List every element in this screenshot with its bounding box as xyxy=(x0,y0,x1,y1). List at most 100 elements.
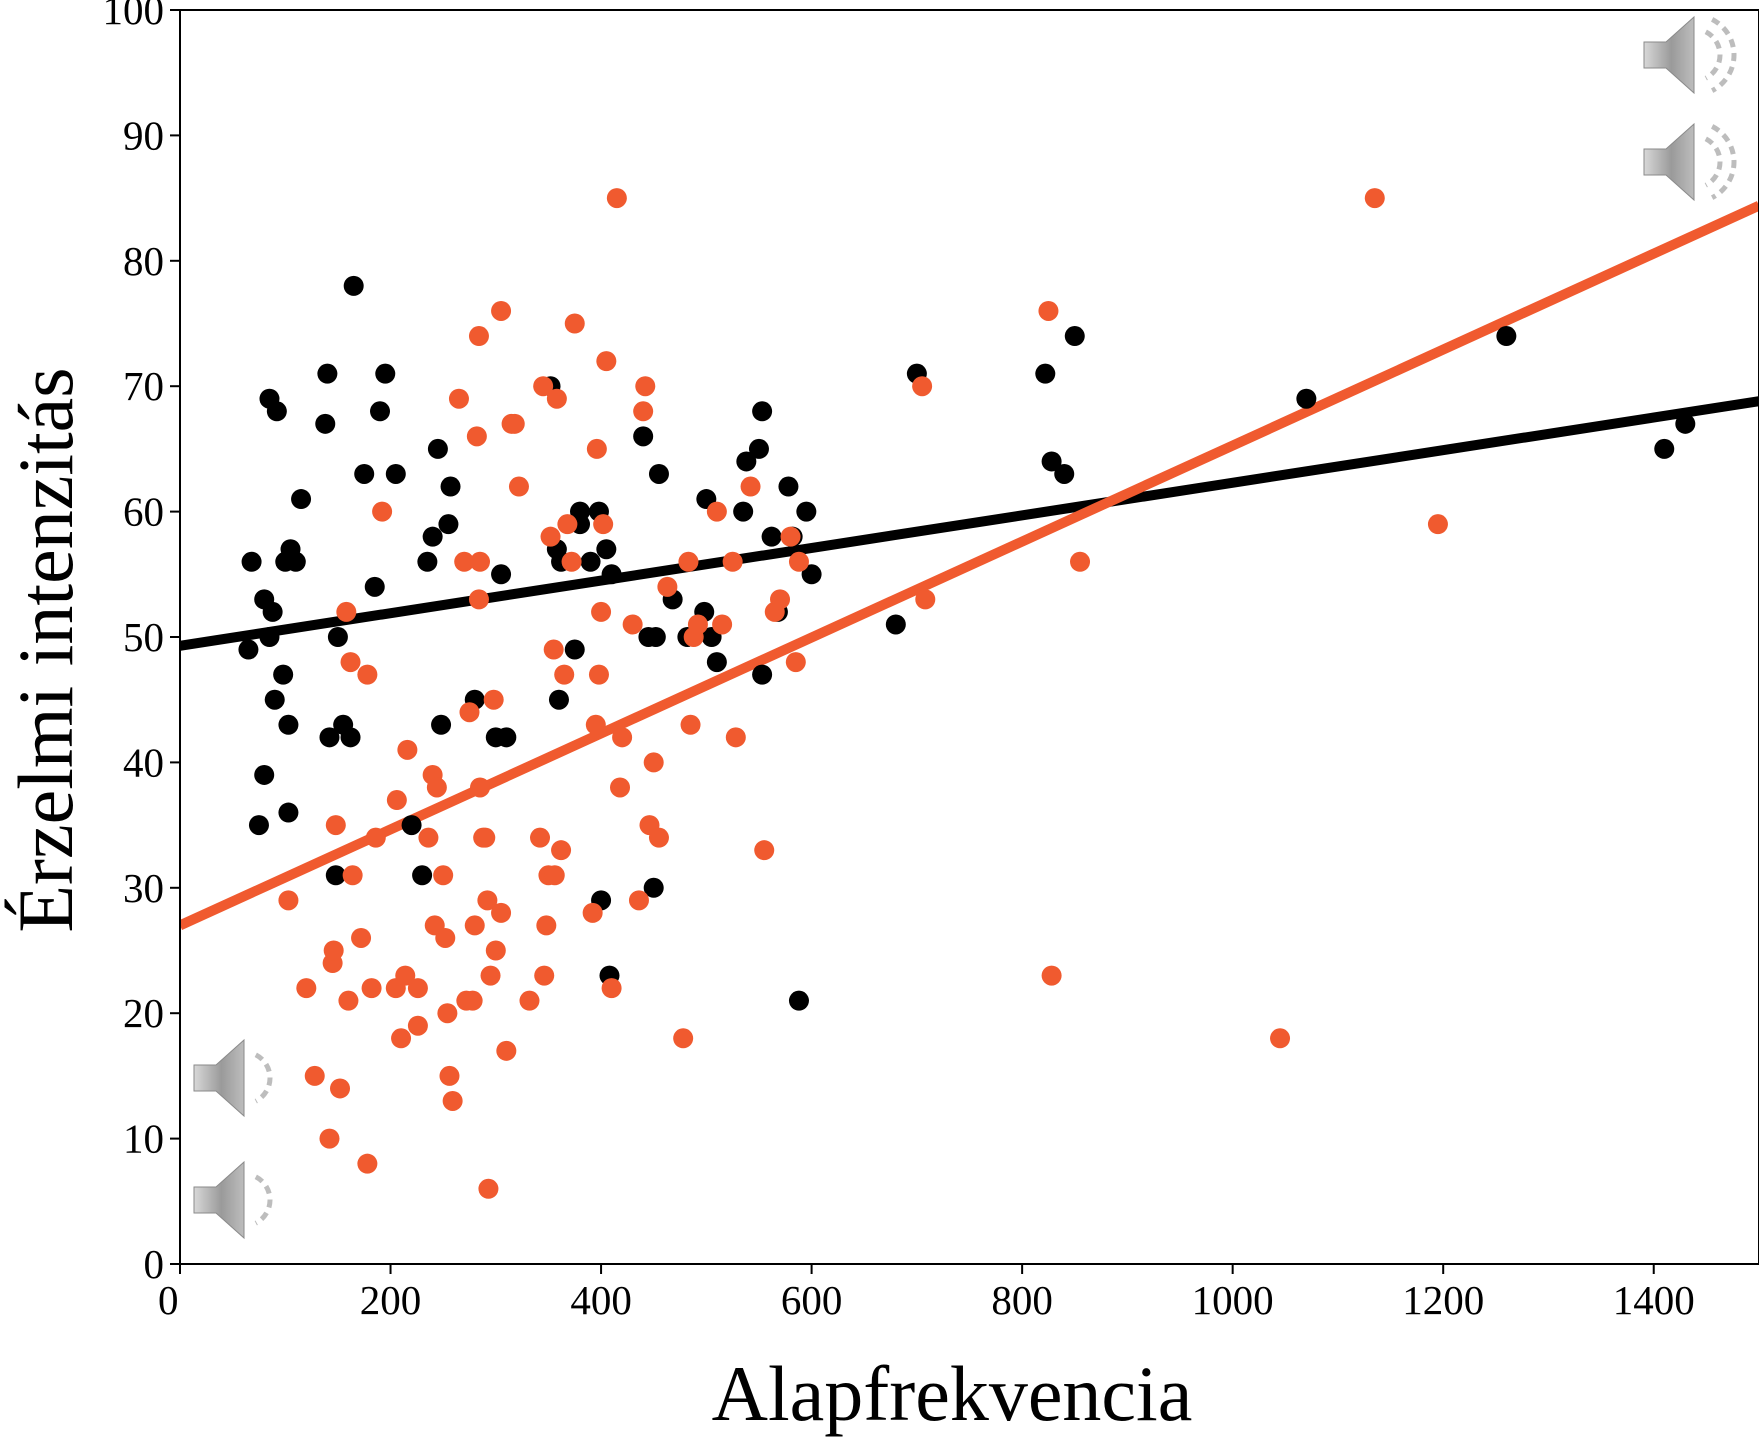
black-data-point xyxy=(401,815,422,836)
y-tick-label: 0 xyxy=(144,1241,165,1287)
orange-data-point xyxy=(915,589,936,610)
x-tick-label: 0 xyxy=(158,1277,179,1323)
axes: 0 200 400 600 800 1000 1200 1400 0 10 20 30 40 50 60 70… xyxy=(103,0,1695,1323)
orange-data-point xyxy=(601,978,622,999)
speaker-icons xyxy=(193,15,1737,1240)
black-data-point xyxy=(259,627,280,647)
black-data-point xyxy=(633,426,654,447)
trend-lines xyxy=(180,201,1759,930)
plot-area xyxy=(179,9,1759,1265)
orange-data-point xyxy=(788,551,809,572)
black-data-point xyxy=(325,865,346,886)
speaker-loud-icon xyxy=(1643,122,1737,202)
black-data-point xyxy=(340,727,361,748)
y-tick-label: 80 xyxy=(123,238,164,284)
orange-data-point xyxy=(418,827,439,848)
black-data-point xyxy=(1496,326,1517,347)
black-data-point xyxy=(319,727,340,748)
orange-data-point xyxy=(635,376,656,397)
orange-data-point xyxy=(722,551,743,572)
orange-data-point xyxy=(361,978,382,999)
black-data-point xyxy=(796,501,817,522)
black-data-point xyxy=(364,576,385,597)
black-data-point xyxy=(438,514,459,535)
speaker-quiet-icon xyxy=(193,1038,273,1118)
orange-data-point xyxy=(1041,965,1062,986)
orange-data-point xyxy=(351,927,372,948)
x-tick-label: 1200 xyxy=(1402,1277,1484,1323)
black-data-point xyxy=(885,614,906,635)
black-data-point xyxy=(1296,388,1317,409)
black-data-point xyxy=(370,401,391,422)
orange-data-point xyxy=(395,965,416,986)
black-data-point xyxy=(801,564,822,585)
orange-data-point xyxy=(606,188,627,209)
black-data-point xyxy=(761,526,782,547)
y-tick-label: 20 xyxy=(123,990,164,1036)
orange-data-point xyxy=(546,388,567,409)
orange-data-point xyxy=(508,476,529,497)
orange-data-point xyxy=(633,401,654,422)
orange-data-point xyxy=(407,978,428,999)
orange-data-point xyxy=(325,815,346,836)
orange-data-point xyxy=(357,664,378,685)
orange-data-point xyxy=(454,551,475,572)
orange-data-point xyxy=(754,840,775,861)
black-data-point xyxy=(1035,363,1056,384)
orange-data-point xyxy=(673,1028,694,1049)
orange-data-point xyxy=(1038,300,1059,321)
orange-data-point xyxy=(540,526,561,547)
orange-data-point xyxy=(340,652,361,673)
y-tick-label: 60 xyxy=(123,489,164,535)
orange-data-point xyxy=(648,827,669,848)
black-data-point xyxy=(266,401,287,422)
black-data-point xyxy=(496,727,517,748)
y-tick-label: 100 xyxy=(103,0,165,33)
orange-data-point xyxy=(435,927,456,948)
black-data-point xyxy=(1654,438,1675,459)
black-data-point xyxy=(1675,413,1696,434)
orange-data-point xyxy=(504,413,525,434)
orange-data-point xyxy=(485,940,506,961)
orange-data-point xyxy=(468,589,489,610)
black-data-point xyxy=(601,564,622,585)
orange-data-point xyxy=(712,614,733,635)
black-data-point xyxy=(315,413,336,434)
black-data-point xyxy=(648,463,669,484)
orange-data-point xyxy=(386,790,407,811)
black-data-point xyxy=(643,877,664,898)
black-data-point xyxy=(706,652,727,673)
orange-data-point xyxy=(657,576,678,597)
orange-data-point xyxy=(725,727,746,748)
x-tick-label: 1000 xyxy=(1192,1277,1274,1323)
orange-data-point xyxy=(519,990,540,1011)
y-tick-label: 40 xyxy=(123,739,164,785)
black-data-point xyxy=(422,526,443,547)
black-data-point xyxy=(343,275,364,296)
black-data-point xyxy=(733,501,754,522)
orange-data-point xyxy=(544,865,565,886)
orange-data-point xyxy=(610,777,631,798)
orange-data-point xyxy=(557,514,578,535)
y-tick-label: 70 xyxy=(123,363,164,409)
orange-data-point xyxy=(588,664,609,685)
orange-data-point xyxy=(678,551,699,572)
orange-data-point xyxy=(342,865,363,886)
orange-data-point xyxy=(596,351,617,372)
orange-data-point xyxy=(372,501,393,522)
x-tick-label: 200 xyxy=(360,1277,422,1323)
black-data-point xyxy=(788,990,809,1011)
black-data-point xyxy=(1064,326,1085,347)
orange-data-point xyxy=(561,551,582,572)
black-data-point xyxy=(327,627,348,647)
orange-data-point xyxy=(912,376,933,397)
black-data-point xyxy=(278,802,299,823)
black-data-point xyxy=(375,363,396,384)
orange-data-point xyxy=(470,551,491,572)
x-tick-label: 400 xyxy=(570,1277,632,1323)
orange-data-point xyxy=(448,388,469,409)
orange-data-point xyxy=(622,614,643,635)
black-data-point xyxy=(431,714,452,735)
orange-data-point xyxy=(491,902,512,923)
